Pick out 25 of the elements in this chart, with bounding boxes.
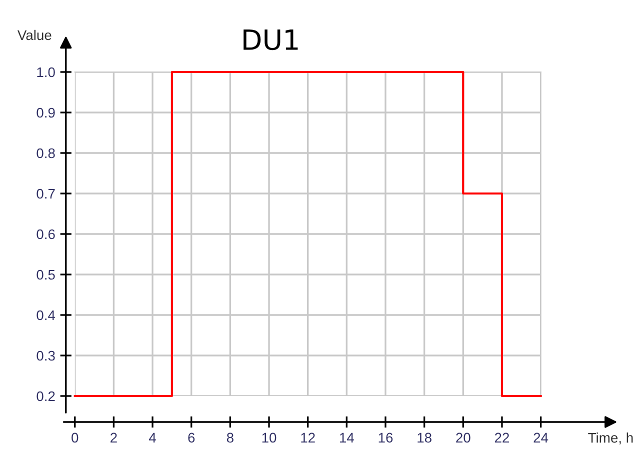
x-tick-label: 18 (418, 432, 432, 443)
y-tick-label: 0.5 (36, 270, 55, 280)
x-tick-label: 4 (148, 432, 156, 442)
x-tick-label: 16 (378, 432, 393, 443)
y-tick-label: 0.7 (36, 188, 55, 199)
x-tick-label: 6 (188, 432, 195, 443)
y-tick-label: 0.6 (36, 229, 55, 240)
y-tick-label: 0.8 (36, 148, 55, 158)
x-tick-label: 22 (494, 432, 509, 442)
y-tick-label: 1.0 (37, 67, 55, 78)
x-tick-label: 24 (534, 432, 548, 442)
x-tick-label: 0 (72, 432, 78, 443)
y-tick-label: 0.4 (36, 310, 56, 320)
x-tick-label: 14 (340, 432, 354, 442)
y-axis-title: Value (17, 30, 52, 40)
x-tick-label: 8 (226, 432, 234, 443)
x-tick-label: 12 (301, 432, 315, 442)
x-axis-title: Time, h (588, 432, 633, 444)
y-tick-label: 0.3 (36, 350, 55, 361)
y-tick-label: 0.2 (36, 391, 55, 402)
x-tick-label: 20 (456, 432, 470, 443)
x-tick-label: 2 (110, 432, 117, 442)
chart-title: DU1 (244, 30, 298, 50)
y-tick-label: 0.9 (36, 108, 55, 118)
x-tick-label: 10 (262, 432, 276, 443)
